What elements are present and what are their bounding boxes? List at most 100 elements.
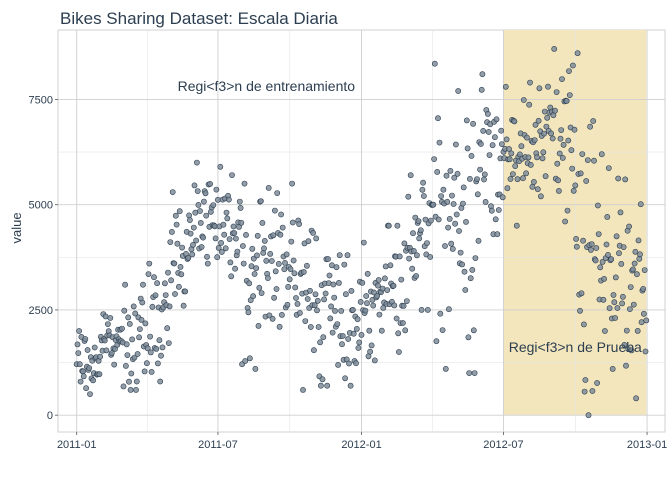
data-point — [420, 179, 426, 186]
data-point — [204, 253, 210, 260]
data-point — [97, 353, 103, 360]
data-point — [532, 121, 539, 128]
data-point — [261, 237, 268, 244]
data-point — [133, 378, 140, 385]
data-point — [285, 283, 292, 290]
data-point — [218, 239, 224, 246]
data-point — [642, 348, 649, 355]
data-point — [520, 175, 526, 182]
data-point — [413, 252, 420, 259]
data-point — [158, 352, 164, 359]
data-point — [578, 290, 585, 297]
data-point — [583, 178, 590, 184]
data-point — [447, 167, 454, 174]
data-point — [130, 303, 137, 310]
data-point — [512, 163, 519, 169]
data-point — [452, 141, 459, 148]
data-point — [197, 208, 203, 214]
data-point — [436, 139, 443, 146]
data-point — [86, 365, 93, 371]
data-point — [541, 108, 548, 115]
data-point — [410, 230, 416, 237]
data-point — [445, 224, 451, 231]
data-point — [253, 265, 260, 272]
data-point — [312, 291, 319, 298]
data-point — [281, 266, 288, 273]
data-point — [145, 271, 152, 277]
data-point — [283, 251, 290, 258]
data-point — [140, 281, 146, 288]
data-point — [101, 337, 108, 344]
data-point — [454, 170, 461, 177]
data-point — [303, 262, 310, 269]
data-point — [494, 231, 501, 238]
data-point — [585, 412, 592, 419]
data-point — [581, 388, 588, 395]
data-point — [231, 230, 238, 236]
data-point — [574, 50, 581, 57]
data-point — [132, 310, 139, 317]
data-point — [278, 311, 285, 318]
data-point — [615, 175, 622, 182]
data-point — [360, 239, 367, 246]
data-point — [200, 198, 207, 205]
data-point — [594, 380, 600, 386]
data-point — [444, 198, 451, 205]
data-point — [531, 137, 538, 143]
data-point — [477, 166, 483, 173]
data-point — [482, 198, 489, 205]
data-point — [200, 234, 206, 241]
data-point — [413, 273, 419, 279]
data-point — [474, 176, 480, 182]
data-point — [123, 362, 129, 369]
data-point — [637, 201, 644, 208]
data-point — [570, 62, 576, 69]
data-point — [353, 325, 360, 332]
data-point — [315, 324, 322, 330]
data-point — [228, 273, 235, 280]
data-point — [229, 172, 235, 178]
data-point — [395, 349, 402, 355]
data-point — [481, 176, 487, 183]
data-point — [491, 134, 498, 141]
data-point — [128, 370, 135, 377]
data-point — [368, 342, 375, 349]
data-point — [595, 231, 602, 237]
data-point — [442, 243, 448, 249]
data-point — [553, 89, 560, 95]
data-point — [83, 385, 89, 392]
data-point — [440, 186, 447, 193]
data-point — [354, 316, 361, 323]
data-point — [357, 298, 364, 305]
data-point — [459, 261, 465, 268]
data-point — [154, 280, 160, 287]
data-point — [452, 220, 458, 227]
data-point — [434, 168, 441, 175]
data-point — [193, 237, 199, 244]
data-point — [511, 118, 518, 125]
data-point — [541, 130, 547, 137]
data-point — [427, 217, 434, 224]
data-point — [267, 250, 274, 257]
data-point — [409, 265, 416, 272]
data-point — [338, 307, 345, 314]
data-point — [136, 326, 143, 332]
data-point — [317, 382, 324, 389]
data-point — [345, 336, 352, 342]
data-point — [292, 284, 299, 291]
data-point — [293, 295, 299, 301]
data-point — [149, 303, 156, 310]
data-point — [394, 222, 401, 229]
data-point — [162, 292, 169, 298]
data-point — [161, 280, 168, 287]
data-point — [587, 123, 593, 130]
data-point — [544, 114, 551, 121]
data-point — [151, 274, 157, 281]
data-point — [124, 352, 131, 358]
data-point — [290, 257, 297, 264]
data-point — [159, 344, 166, 351]
data-point — [626, 223, 632, 230]
data-point — [488, 207, 495, 214]
data-point — [489, 142, 496, 149]
data-point — [548, 130, 554, 137]
